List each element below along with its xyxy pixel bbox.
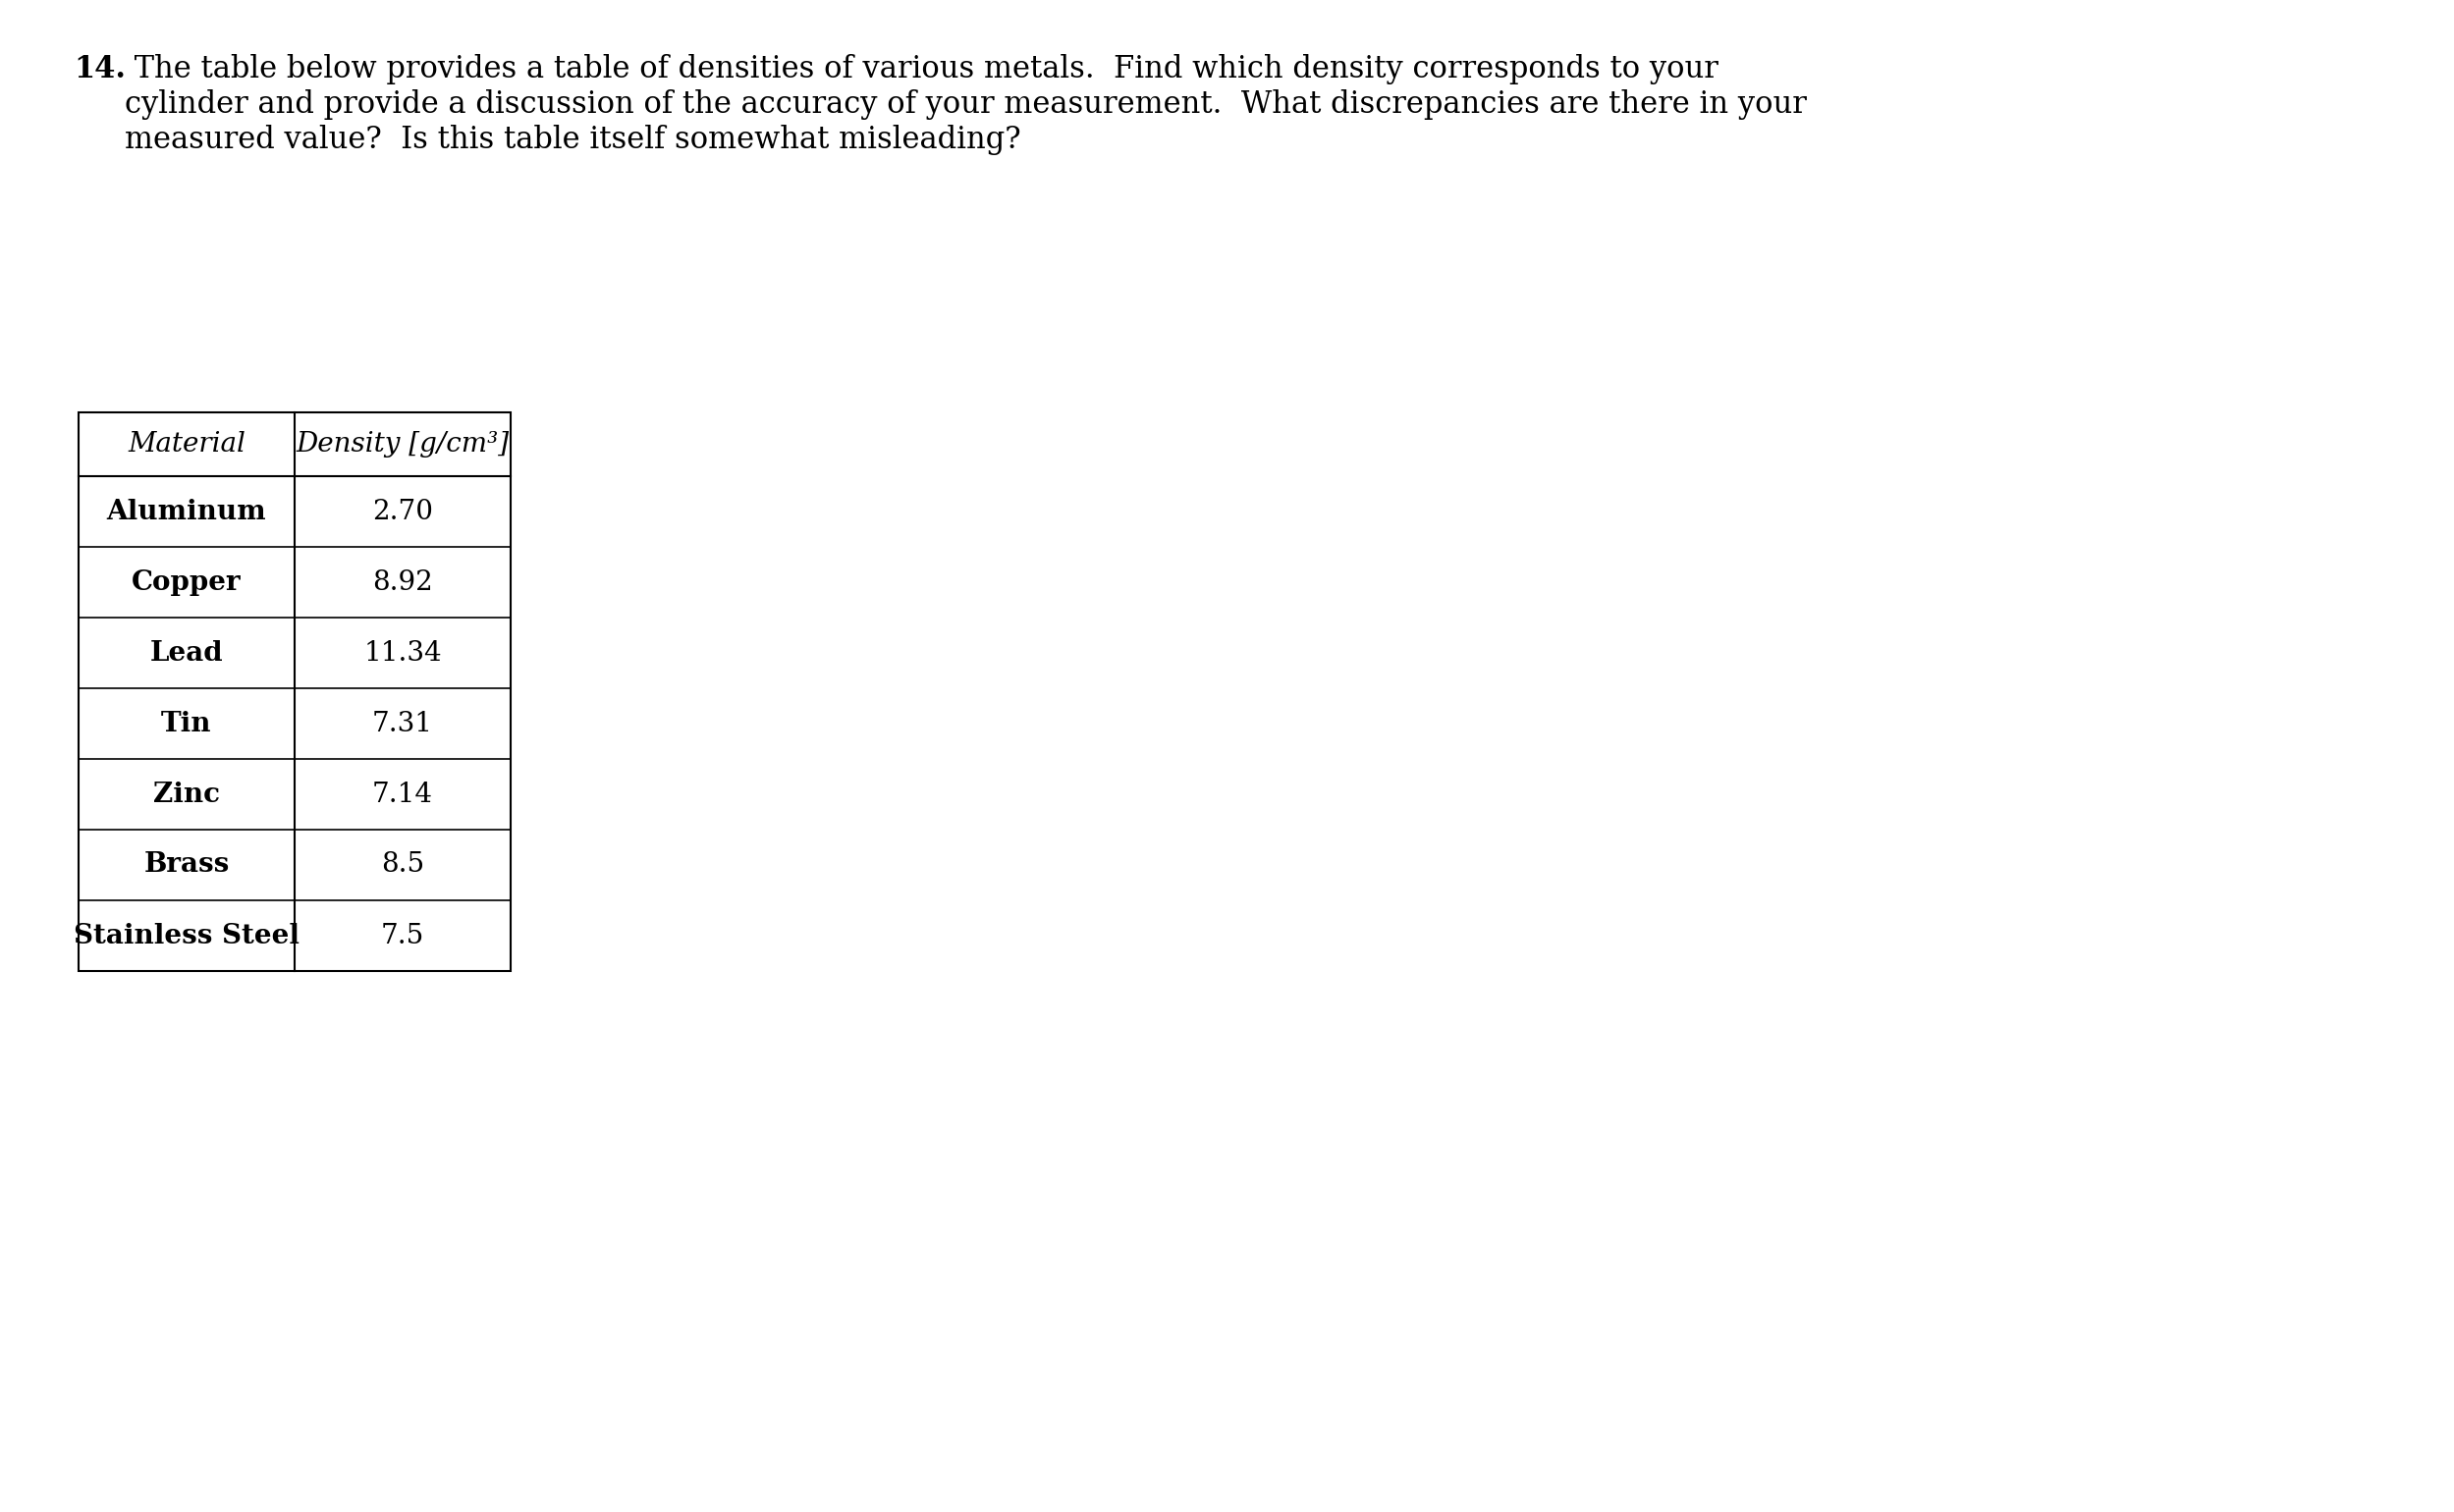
Text: 7.5: 7.5 bbox=[380, 922, 425, 950]
Text: Density [g/cm³]: Density [g/cm³] bbox=[297, 431, 510, 458]
Text: 14.: 14. bbox=[74, 54, 125, 85]
Text: Stainless Steel: Stainless Steel bbox=[74, 922, 299, 950]
Text: 2.70: 2.70 bbox=[373, 499, 432, 525]
Text: 7.31: 7.31 bbox=[373, 711, 432, 736]
Text: Zinc: Zinc bbox=[152, 782, 221, 807]
Text: Lead: Lead bbox=[150, 640, 223, 667]
Text: 7.14: 7.14 bbox=[373, 782, 432, 807]
Text: Aluminum: Aluminum bbox=[106, 499, 267, 525]
Text: 8.5: 8.5 bbox=[380, 851, 425, 878]
Text: 11.34: 11.34 bbox=[363, 640, 442, 667]
Text: Material: Material bbox=[128, 431, 245, 458]
Text: Copper: Copper bbox=[133, 569, 240, 596]
Text: The table below provides a table of densities of various metals.  Find which den: The table below provides a table of dens… bbox=[125, 54, 1806, 154]
Text: 8.92: 8.92 bbox=[373, 569, 432, 596]
Text: Tin: Tin bbox=[162, 711, 211, 736]
Text: Brass: Brass bbox=[145, 851, 228, 878]
Bar bbox=[79, 413, 510, 971]
